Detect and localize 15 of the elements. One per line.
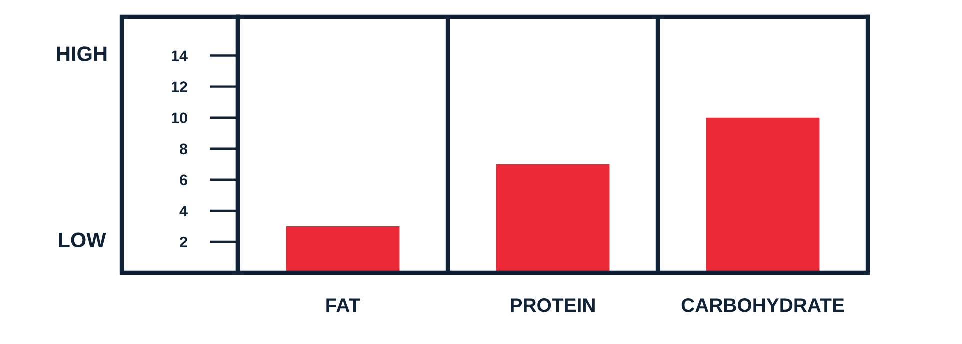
text: HIGH: [57, 46, 107, 62]
y-tick-label: 4: [180, 206, 188, 216]
y-tick-label: 14: [172, 50, 188, 62]
x-tick-label: CARBOHYDRATE: [682, 298, 844, 312]
x-tick-label: PROTEIN: [511, 298, 595, 312]
x-tick-label: FAT: [326, 298, 360, 312]
bar: [286, 226, 400, 273]
y-tick-label: 12: [172, 82, 188, 92]
text: LOW: [59, 232, 106, 248]
bar: [706, 118, 820, 273]
y-tick-label: 6: [180, 174, 188, 186]
bar: [496, 164, 610, 273]
y-tick-label: 2: [180, 236, 188, 248]
y-tick-label: 8: [180, 144, 188, 155]
y-tick-label: 10: [172, 112, 188, 124]
